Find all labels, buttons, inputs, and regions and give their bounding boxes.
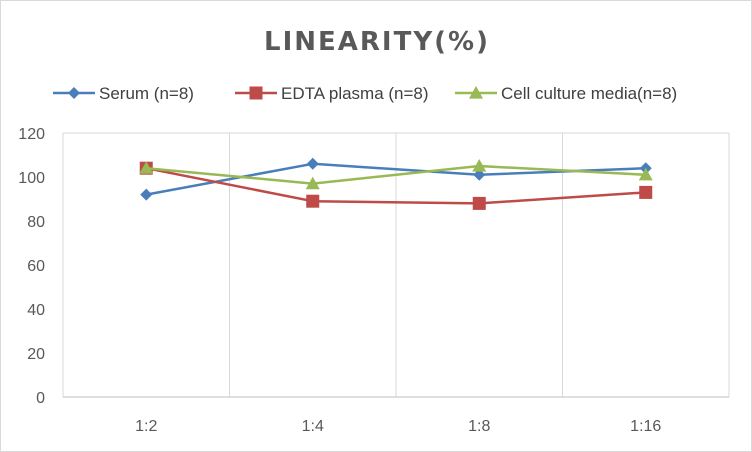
- y-tick-label: 0: [36, 390, 45, 407]
- legend-marker: [68, 87, 80, 99]
- y-tick-label: 60: [27, 258, 45, 275]
- data-point: [140, 188, 153, 201]
- data-point: [306, 157, 319, 170]
- y-tick-label: 20: [27, 346, 45, 363]
- data-point: [473, 168, 486, 181]
- series-2: [139, 159, 653, 190]
- series-line: [146, 166, 646, 205]
- legend: Serum (n=8) EDTA plasma (n=8) Cell culture…: [53, 84, 677, 103]
- data-point: [139, 161, 154, 174]
- y-tick-label: 80: [27, 214, 45, 231]
- x-tick-label: 1:4: [302, 418, 324, 435]
- data-point: [472, 159, 487, 172]
- data-point: [305, 176, 320, 190]
- legend-marker: [249, 86, 263, 100]
- legend-marker: [469, 86, 483, 99]
- series-layer: [139, 157, 653, 210]
- y-tick-label: 120: [18, 126, 45, 143]
- y-tick-label: 100: [18, 170, 45, 187]
- legend-label: EDTA plasma (n=8): [281, 84, 429, 103]
- legend-label: Cell culture media(n=8): [501, 84, 677, 103]
- data-point: [472, 196, 486, 210]
- legend-entry-1: EDTA plasma (n=8): [235, 84, 429, 103]
- legend-entry-0: Serum (n=8): [53, 84, 194, 103]
- series-line: [146, 164, 646, 185]
- data-point: [639, 185, 653, 199]
- chart-title: LINEARITY(%): [264, 27, 490, 57]
- data-point: [306, 194, 320, 208]
- data-point: [638, 167, 653, 181]
- y-tick-label: 40: [27, 302, 45, 319]
- x-tick-label: 1:2: [135, 418, 157, 435]
- legend-label: Serum (n=8): [99, 84, 194, 103]
- axes: 0 20 40 60 80 100 120 1:2 1:4 1:8 1:16: [18, 126, 729, 435]
- legend-entry-2: Cell culture media(n=8): [455, 84, 677, 103]
- x-tick-label: 1:16: [630, 418, 661, 435]
- x-tick-label: 1:8: [468, 418, 490, 435]
